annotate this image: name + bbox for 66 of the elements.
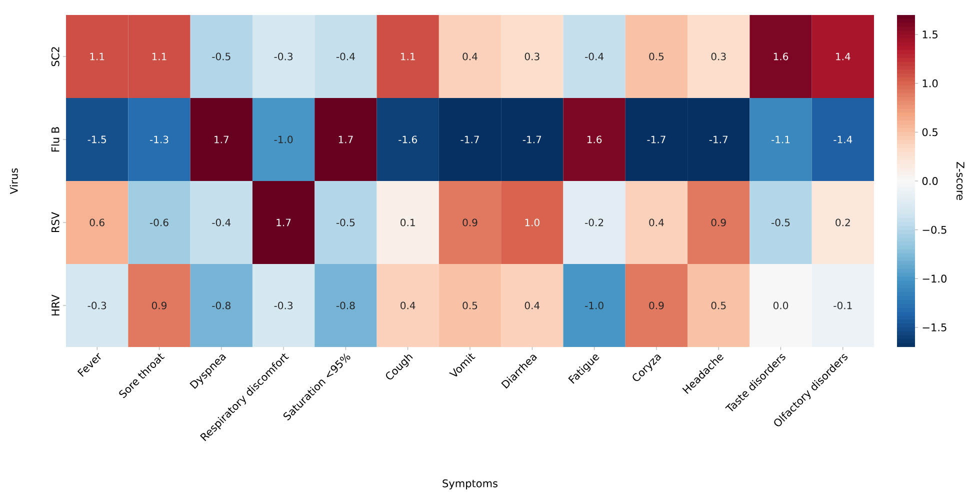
data-label: -0.6: [150, 218, 168, 226]
data-label: 0.3: [711, 52, 726, 60]
y-tick-label: Flu B: [51, 127, 60, 152]
y-tick-label: RSV: [51, 212, 60, 232]
data-label: 0.9: [152, 302, 166, 310]
y-axis-title: Virus: [10, 168, 18, 194]
data-label: 1.6: [774, 52, 788, 60]
data-label: -1.4: [834, 136, 852, 144]
data-label: 1.4: [836, 52, 850, 60]
data-label: 0.5: [649, 52, 664, 60]
x-axis-title: Symptoms: [442, 479, 498, 490]
data-label: 0.3: [524, 52, 540, 60]
data-label: -0.3: [88, 302, 106, 310]
data-label: 1.1: [152, 52, 166, 60]
y-tick-label: SC2: [51, 47, 60, 66]
data-label: -0.8: [212, 302, 230, 310]
data-label: -1.1: [772, 136, 790, 144]
data-label: 1.6: [587, 136, 602, 144]
data-label: 0.5: [462, 302, 478, 310]
data-label: -0.5: [336, 218, 355, 226]
data-label: -1.7: [709, 136, 728, 144]
data-label: 1.7: [338, 136, 353, 144]
color-bar-label: 0.0: [922, 177, 938, 185]
color-bar-label: 1.0: [922, 79, 938, 88]
data-label: 1.1: [401, 52, 415, 60]
data-label: 0.5: [711, 302, 726, 310]
data-label: -0.8: [336, 302, 355, 310]
data-label: 0.9: [462, 218, 478, 226]
data-label: -1.6: [398, 136, 417, 144]
data-label: -0.5: [212, 52, 230, 60]
color-bar-label: 1.5: [922, 30, 938, 38]
data-label: -1.0: [585, 302, 604, 310]
data-label: -0.4: [336, 52, 355, 60]
data-label: 1.7: [276, 218, 291, 226]
data-label: -1.5: [88, 136, 106, 144]
data-label: -0.5: [772, 218, 790, 226]
data-label: -1.3: [150, 136, 168, 144]
data-label: 0.9: [711, 218, 726, 226]
data-label: 0.4: [649, 218, 664, 226]
data-label: 0.0: [773, 302, 788, 310]
data-label: -0.3: [274, 52, 293, 60]
data-label: 0.4: [462, 52, 478, 60]
data-label: 0.9: [649, 302, 664, 310]
color-bar-label: −1.0: [922, 274, 946, 283]
data-label: -1.7: [460, 136, 479, 144]
data-label: -1.7: [647, 136, 666, 144]
data-label: 0.1: [400, 218, 415, 226]
data-label: -1.7: [522, 136, 542, 144]
data-label: -0.4: [585, 52, 604, 60]
y-tick-label: HRV: [52, 294, 60, 316]
color-bar-label: 0.5: [922, 128, 938, 136]
color-bar-label: −0.5: [922, 226, 946, 234]
data-label: -0.1: [834, 302, 852, 310]
data-label: 1.7: [214, 136, 228, 144]
color-bar-label: −1.5: [922, 324, 946, 332]
data-label: 0.6: [90, 218, 104, 226]
data-label: -1.0: [274, 136, 293, 144]
color-bar-title: Z-score: [956, 162, 964, 200]
data-label: -0.2: [585, 218, 604, 226]
data-label: 1.0: [525, 218, 540, 226]
data-label: 0.4: [524, 302, 540, 310]
data-label: 1.1: [90, 52, 104, 60]
data-label: 0.4: [400, 302, 416, 310]
data-label: -0.3: [274, 302, 293, 310]
data-label: -0.4: [212, 218, 231, 226]
data-label: 0.2: [836, 218, 850, 226]
